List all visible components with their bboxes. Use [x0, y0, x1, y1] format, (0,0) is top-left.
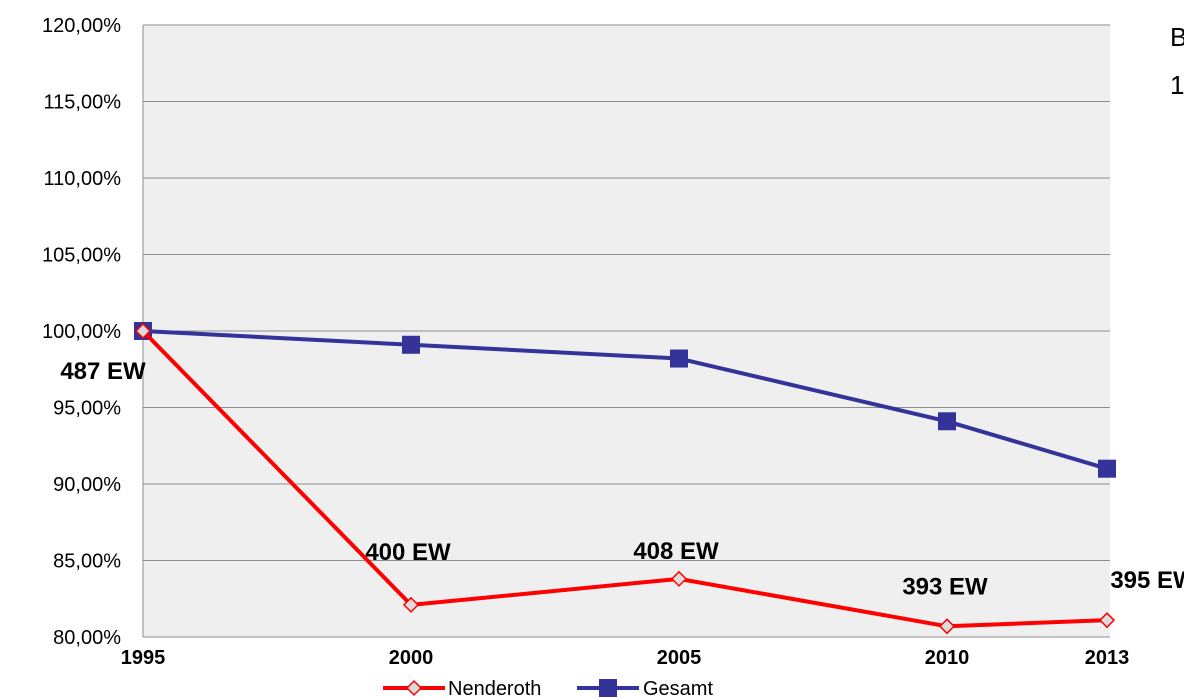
legend-label: Nenderoth [448, 678, 541, 698]
gridlines [143, 24, 1110, 561]
y-tick-label: 85,00% [53, 551, 121, 573]
y-axis-ticks: 80,00% 85,00% 90,00% 95,00% 100,00% 105,00% 11… [42, 15, 121, 649]
data-point-diamond [1098, 612, 1116, 629]
x-tick-label: 1995 [121, 647, 166, 669]
data-label: 393 EW [902, 573, 988, 600]
y-tick-label: 90,00% [53, 474, 121, 496]
y-tick-label: 80,00% [53, 627, 121, 649]
x-tick-label: 2013 [1085, 647, 1130, 669]
data-label: 400 EW [365, 539, 451, 566]
y-tick-label: 105,00% [42, 245, 121, 267]
y-tick-label: 110,00% [44, 168, 122, 190]
data-label: 395 EW [1110, 567, 1184, 594]
y-tick-label: 95,00% [53, 398, 121, 420]
legend-marker-square [599, 679, 617, 697]
legend: Nenderoth Gesamt [383, 678, 713, 698]
data-label: 408 EW [633, 538, 719, 565]
data-point-diamond [134, 322, 152, 340]
data-point-diamond [670, 570, 688, 587]
y-tick-label: 115,00% [44, 92, 122, 114]
data-point-square [402, 335, 420, 354]
x-tick-label: 2005 [657, 647, 702, 669]
y-tick-label: 120,00% [42, 15, 121, 37]
data-point-square [670, 349, 688, 368]
x-tick-label: 2010 [925, 647, 970, 669]
data-label: 487 EW [60, 358, 146, 385]
side-text-line-1: B [1170, 22, 1184, 52]
legend-marker-diamond [405, 679, 423, 697]
data-point-square [1098, 459, 1116, 478]
series-group [134, 322, 1116, 635]
y-tick-label: 100,00% [42, 321, 121, 343]
data-labels: 487 EW 400 EW 408 EW 393 EW 395 EW [60, 358, 1184, 600]
legend-label: Gesamt [643, 678, 713, 698]
x-tick-label: 2000 [389, 647, 434, 669]
data-point-square [938, 412, 956, 431]
data-point-diamond [938, 618, 956, 635]
side-text-line-2: 1 [1170, 70, 1184, 100]
x-axis-ticks: 1995 2000 2005 2010 2013 [121, 647, 1130, 669]
data-point-diamond [402, 596, 420, 613]
